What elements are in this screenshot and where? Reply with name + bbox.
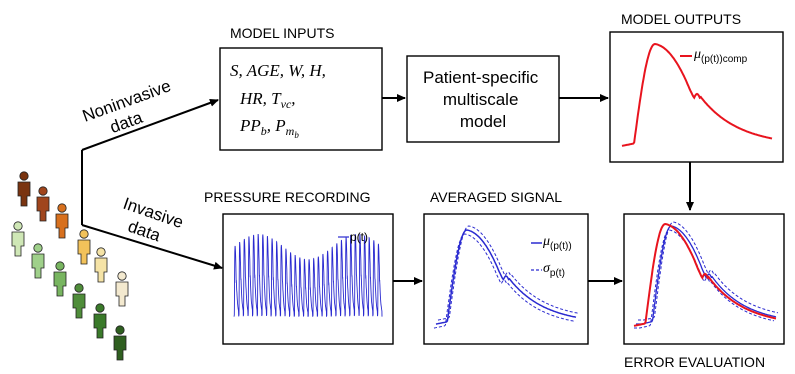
error-evaluation-title: ERROR EVALUATION xyxy=(624,354,765,370)
averaged-signal-title: AVERAGED SIGNAL xyxy=(430,189,562,205)
avg-sigma-upper xyxy=(437,225,579,321)
patient-crowd xyxy=(11,171,129,361)
person-icon xyxy=(53,261,67,297)
invasive-arrow xyxy=(81,224,223,270)
avg-mu-line xyxy=(435,229,577,325)
error-evaluation-curves xyxy=(633,221,779,329)
pressure-recording-signal xyxy=(233,233,383,317)
invasive-label: Invasive data xyxy=(114,194,190,253)
model-inputs-title: MODEL INPUTS xyxy=(230,25,335,41)
person-icon xyxy=(72,283,86,319)
person-icon xyxy=(11,221,25,257)
err-measured-mean xyxy=(636,225,777,325)
model-outputs-title: MODEL OUTPUTS xyxy=(621,11,741,27)
branch-arrows xyxy=(81,99,223,270)
avg-sigma-lower xyxy=(433,233,575,329)
averaged-signal-curves xyxy=(433,225,579,329)
inputs-line-2: HR, Tvc, xyxy=(239,89,296,111)
person-icon xyxy=(31,243,45,279)
recording-legend-label: p(t) xyxy=(350,230,368,244)
model-inputs-box xyxy=(219,47,383,151)
noninvasive-label: Noninvasive data xyxy=(80,75,185,145)
person-icon xyxy=(115,271,129,307)
avg-sigma-legend-label: σp(t) xyxy=(543,261,565,279)
person-icon xyxy=(93,303,107,339)
model-outputs-box xyxy=(609,31,784,163)
model-output-curve xyxy=(621,42,773,147)
person-icon xyxy=(113,325,127,361)
person-icon xyxy=(94,247,108,283)
err-measured-lower xyxy=(634,229,775,329)
inputs-line-3: PPb, Pmb xyxy=(239,116,299,140)
person-icon xyxy=(36,186,50,222)
err-measured-upper xyxy=(638,221,779,321)
error-evaluation-box xyxy=(623,213,785,345)
person-icon xyxy=(55,203,69,239)
inputs-line-1: S, AGE, W, H, xyxy=(230,61,326,80)
model-output-line xyxy=(621,42,773,147)
person-icon xyxy=(77,229,91,265)
err-model-line xyxy=(633,222,777,327)
avg-mu-legend-label: μ(p(t)) xyxy=(542,234,572,252)
averaged-signal-box xyxy=(423,213,589,345)
model-box xyxy=(406,55,560,143)
noninvasive-arrow xyxy=(81,99,219,151)
pressure-recording-title: PRESSURE RECORDING xyxy=(204,189,370,205)
model-label: Patient-specific multiscale model xyxy=(423,68,543,131)
person-icon xyxy=(17,171,31,207)
comp-legend-label: μ(p(t))comp xyxy=(693,47,748,65)
pressure-recording-line xyxy=(233,233,383,317)
